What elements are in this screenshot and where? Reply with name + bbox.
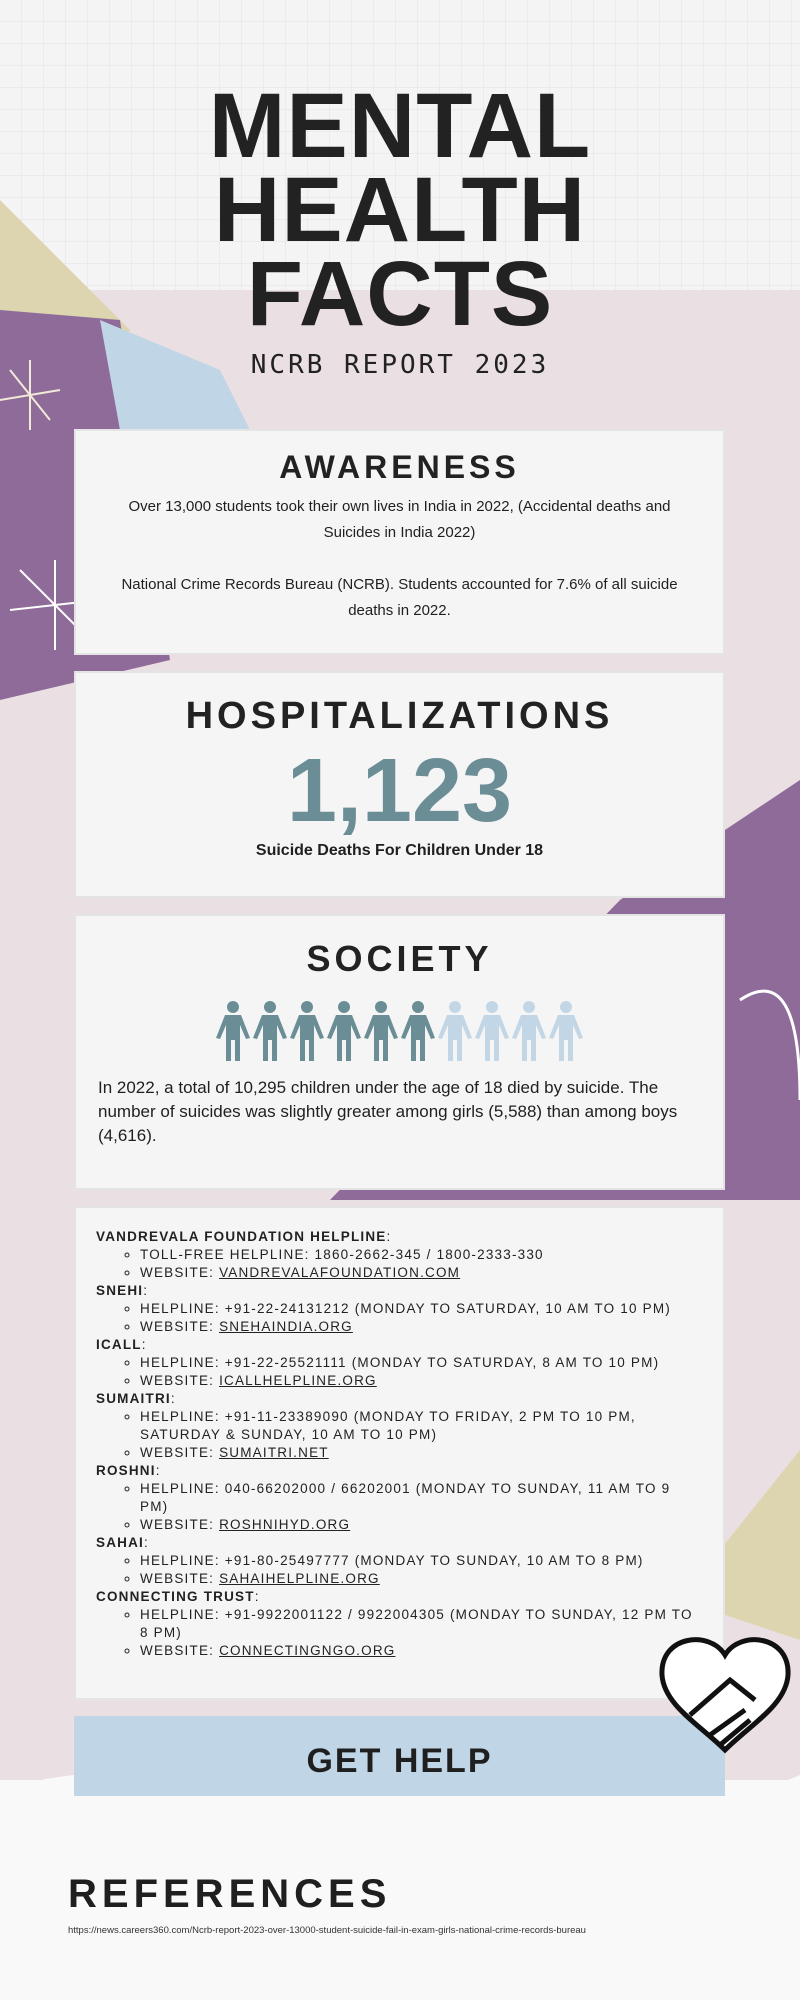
person-icon [364,1001,398,1061]
helpline-website-link[interactable]: SAHAIHELPLINE.ORG [219,1571,380,1586]
hospitalizations-heading: HOSPITALIZATIONS [185,695,614,737]
awareness-heading: AWARENESS [279,449,520,485]
get-help-label: GET HELP [306,1742,493,1780]
helpline-website-link[interactable]: VANDREVALAFOUNDATION.COM [219,1265,461,1280]
people-pictogram [76,1000,723,1062]
helpline-number: HELPLINE: +91-11-23389090 (MONDAY TO FRI… [140,1408,703,1444]
references-heading: REFERENCES [68,1872,392,1916]
helpline-website-item: WEBSITE: CONNECTINGNGO.ORG [140,1642,703,1660]
handshake-heart-icon [659,1637,791,1754]
website-label: WEBSITE: [140,1373,220,1388]
helpline-website-link[interactable]: ROSHNIHYD.ORG [219,1517,351,1532]
hospitalizations-number: 1,123 [286,741,513,841]
helpline-entry: SAHAI:HELPLINE: +91-80-25497777 (MONDAY … [96,1534,703,1588]
person-icon [327,1001,361,1061]
helpline-website-item: WEBSITE: ICALLHELPLINE.ORG [140,1372,703,1390]
helpline-name: SNEHI [96,1283,144,1298]
society-text: In 2022, a total of 10,295 children unde… [98,1078,678,1145]
hospitalizations-caption: Suicide Deaths For Children Under 18 [255,842,544,859]
society-card: SOCIETY In 2022, a total of 10,295 child… [74,914,725,1190]
helpline-name: SAHAI [96,1535,145,1550]
helpline-name: CONNECTING TRUST [96,1589,255,1604]
title-line: HEALTH [213,159,587,261]
helpline-website-item: WEBSITE: SNEHAINDIA.ORG [140,1318,703,1336]
helpline-card: VANDREVALA FOUNDATION HELPLINE:TOLL-FREE… [74,1206,725,1700]
website-label: WEBSITE: [140,1643,220,1658]
helpline-website-item: WEBSITE: VANDREVALAFOUNDATION.COM [140,1264,703,1282]
helpline-name: VANDREVALA FOUNDATION HELPLINE [96,1229,387,1244]
helpline-website-item: WEBSITE: SUMAITRI.NET [140,1444,703,1462]
subtitle: NCRB REPORT 2023 [250,350,550,380]
helpline-website-item: WEBSITE: SAHAIHELPLINE.ORG [140,1570,703,1588]
person-icon [438,1001,472,1061]
awareness-card: AWARENESS Over 13,000 students took thei… [74,429,725,655]
helpline-name: ICALL [96,1337,142,1352]
helpline-website-link[interactable]: CONNECTINGNGO.ORG [219,1643,396,1658]
awareness-text: Over 13,000 students took their own live… [128,498,671,541]
helpline-entry: ROSHNI:HELPLINE: 040-66202000 / 66202001… [96,1462,703,1534]
person-icon [512,1001,546,1061]
website-label: WEBSITE: [140,1517,220,1532]
person-icon [401,1001,435,1061]
helpline-website-link[interactable]: SUMAITRI.NET [219,1445,329,1460]
helpline-website-link[interactable]: SNEHAINDIA.ORG [219,1319,353,1334]
helpline-entry: SUMAITRI:HELPLINE: +91-11-23389090 (MOND… [96,1390,703,1462]
person-icon [475,1001,509,1061]
person-icon [290,1001,324,1061]
title-line: FACTS [246,243,554,345]
helpline-name: ROSHNI [96,1463,156,1478]
helpline-entry: SNEHI:HELPLINE: +91-22-24131212 (MONDAY … [96,1282,703,1336]
awareness-text: National Crime Records Bureau (NCRB). St… [121,576,678,619]
website-label: WEBSITE: [140,1265,220,1280]
helpline-number: HELPLINE: 040-66202000 / 66202001 (MONDA… [140,1480,703,1516]
reference-link[interactable]: https://news.careers360.com/Ncrb-report-… [68,1925,586,1936]
helpline-entry: VANDREVALA FOUNDATION HELPLINE:TOLL-FREE… [96,1228,703,1282]
helpline-number: HELPLINE: +91-80-25497777 (MONDAY TO SUN… [140,1552,703,1570]
title-line: MENTAL [208,75,592,177]
get-help-banner[interactable]: GET HELP [74,1716,725,1796]
website-label: WEBSITE: [140,1571,220,1586]
helpline-website-link[interactable]: ICALLHELPLINE.ORG [219,1373,377,1388]
helpline-entry: CONNECTING TRUST:HELPLINE: +91-992200112… [96,1588,703,1660]
helpline-entry: ICALL:HELPLINE: +91-22-25521111 (MONDAY … [96,1336,703,1390]
website-label: WEBSITE: [140,1445,220,1460]
helpline-name: SUMAITRI [96,1391,171,1406]
page-title: MENTAL HEALTH FACTS [0,75,800,345]
helpline-number: HELPLINE: +91-22-24131212 (MONDAY TO SAT… [140,1300,703,1318]
hospitalizations-card: HOSPITALIZATIONS 1,123 Suicide Deaths Fo… [74,671,725,898]
helpline-number: HELPLINE: +91-9922001122 / 9922004305 (M… [140,1606,703,1642]
helpline-website-item: WEBSITE: ROSHNIHYD.ORG [140,1516,703,1534]
person-icon [216,1001,250,1061]
society-heading: SOCIETY [306,938,493,979]
person-icon [253,1001,287,1061]
helpline-number: TOLL-FREE HELPLINE: 1860-2662-345 / 1800… [140,1246,703,1264]
helpline-number: HELPLINE: +91-22-25521111 (MONDAY TO SAT… [140,1354,703,1372]
person-icon [549,1001,583,1061]
website-label: WEBSITE: [140,1319,220,1334]
